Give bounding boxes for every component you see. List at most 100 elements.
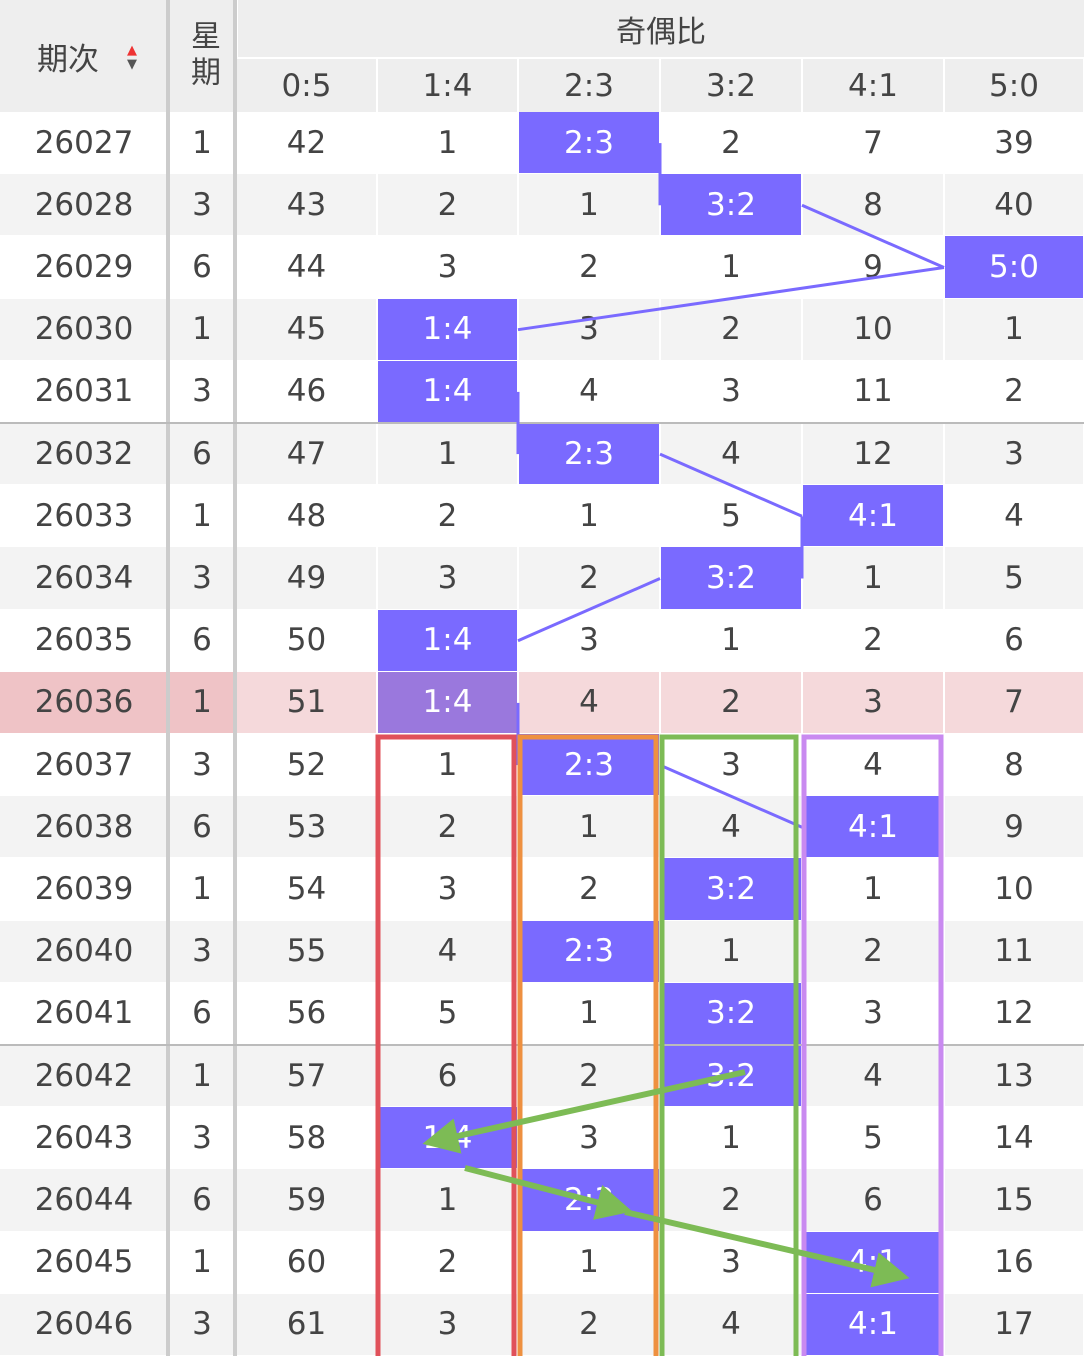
count-cell: 3 <box>378 547 517 609</box>
count-cell: 1 <box>661 609 801 671</box>
count-cell: 1 <box>519 174 659 236</box>
count-cell: 4 <box>519 671 659 733</box>
count-cell: 43 <box>237 174 376 236</box>
count-cell: 3 <box>378 1293 517 1355</box>
count-cell: 56 <box>237 982 376 1044</box>
count-cell: 10 <box>945 858 1083 920</box>
ratio-header: 奇偶比 <box>238 0 1084 57</box>
column-header: 3:2 <box>661 59 801 112</box>
count-cell: 3 <box>945 423 1083 485</box>
count-cell: 2 <box>519 1293 659 1355</box>
trend-line <box>801 203 945 269</box>
column-header: 5:0 <box>945 59 1083 112</box>
period-cell: 26035 <box>0 609 168 671</box>
count-cell: 49 <box>237 547 376 609</box>
orange-box <box>517 734 659 1356</box>
weekday-cell: 3 <box>168 174 236 236</box>
purple-box <box>801 734 944 1356</box>
period-cell: 26028 <box>0 174 168 236</box>
count-cell: 4 <box>945 485 1083 547</box>
count-cell: 6 <box>945 609 1083 671</box>
weekday-cell: 6 <box>168 1169 236 1231</box>
weekday-cell: 3 <box>168 1293 236 1355</box>
count-cell: 1 <box>378 112 517 174</box>
column-header: 4:1 <box>803 59 943 112</box>
count-cell: 1 <box>519 796 659 858</box>
period-cell: 26041 <box>0 982 168 1044</box>
count-cell: 1 <box>519 982 659 1044</box>
weekday-cell: 1 <box>168 298 236 360</box>
count-cell: 3 <box>803 982 943 1044</box>
count-cell: 1 <box>661 236 801 298</box>
hit-cell: 2:3 <box>519 112 659 174</box>
count-cell: 11 <box>803 360 943 422</box>
count-cell: 61 <box>237 1293 376 1355</box>
count-cell: 44 <box>237 236 376 298</box>
count-cell: 2 <box>519 236 659 298</box>
weekday-cell: 6 <box>168 423 236 485</box>
count-cell: 39 <box>945 112 1083 174</box>
count-cell: 1 <box>378 734 517 796</box>
count-cell: 53 <box>237 796 376 858</box>
row-divider <box>0 1044 1084 1046</box>
hit-cell: 1:4 <box>378 360 517 422</box>
count-cell: 10 <box>803 298 943 360</box>
count-cell: 2 <box>519 547 659 609</box>
period-cell: 26030 <box>0 298 168 360</box>
count-cell: 4 <box>803 1045 943 1107</box>
period-cell: 26044 <box>0 1169 168 1231</box>
weekday-cell: 1 <box>168 485 236 547</box>
count-cell: 45 <box>237 298 376 360</box>
period-cell: 26038 <box>0 796 168 858</box>
count-cell: 54 <box>237 858 376 920</box>
count-cell: 2 <box>661 671 801 733</box>
count-cell: 3 <box>803 671 943 733</box>
trend-line <box>659 452 803 518</box>
period-cell: 26040 <box>0 920 168 982</box>
period-cell: 26043 <box>0 1107 168 1169</box>
period-cell: 26037 <box>0 734 168 796</box>
column-header: 0:5 <box>237 59 376 112</box>
count-cell: 57 <box>237 1045 376 1107</box>
hit-cell: 1:4 <box>378 298 517 360</box>
weekday-cell: 1 <box>168 671 236 733</box>
count-cell: 7 <box>945 671 1083 733</box>
count-cell: 2 <box>378 174 517 236</box>
period-cell: 26032 <box>0 423 168 485</box>
count-cell: 1 <box>519 1231 659 1293</box>
count-cell: 60 <box>237 1231 376 1293</box>
trend-lines <box>516 143 945 829</box>
weekday-cell: 3 <box>168 1107 236 1169</box>
count-cell: 50 <box>237 609 376 671</box>
weekday-cell: 3 <box>168 547 236 609</box>
count-cell: 12 <box>945 982 1083 1044</box>
hit-cell: 3:2 <box>661 174 801 236</box>
count-cell: 7 <box>803 112 943 174</box>
trend-line <box>659 763 803 829</box>
count-cell: 59 <box>237 1169 376 1231</box>
count-cell: 3 <box>661 1231 801 1293</box>
weekday-cell: 1 <box>168 1045 236 1107</box>
count-cell: 6 <box>378 1045 517 1107</box>
hit-cell: 5:0 <box>945 236 1083 298</box>
arrow <box>464 1165 633 1220</box>
hit-cell: 4:1 <box>803 485 943 547</box>
count-cell: 1 <box>661 920 801 982</box>
hit-cell: 3:2 <box>661 858 801 920</box>
trend-line <box>517 266 945 332</box>
count-cell: 58 <box>237 1107 376 1169</box>
count-cell: 2 <box>378 1231 517 1293</box>
hit-cell: 2:3 <box>519 920 659 982</box>
count-cell: 3 <box>519 609 659 671</box>
count-cell: 1 <box>945 298 1083 360</box>
green-box <box>659 734 799 1356</box>
arrow <box>422 1069 746 1154</box>
count-cell: 1 <box>378 423 517 485</box>
hit-cell: 3:2 <box>661 982 801 1044</box>
count-cell: 55 <box>237 920 376 982</box>
count-cell: 51 <box>237 671 376 733</box>
weekday-cell: 1 <box>168 112 236 174</box>
period-cell: 26045 <box>0 1231 168 1293</box>
count-cell: 4 <box>803 734 943 796</box>
